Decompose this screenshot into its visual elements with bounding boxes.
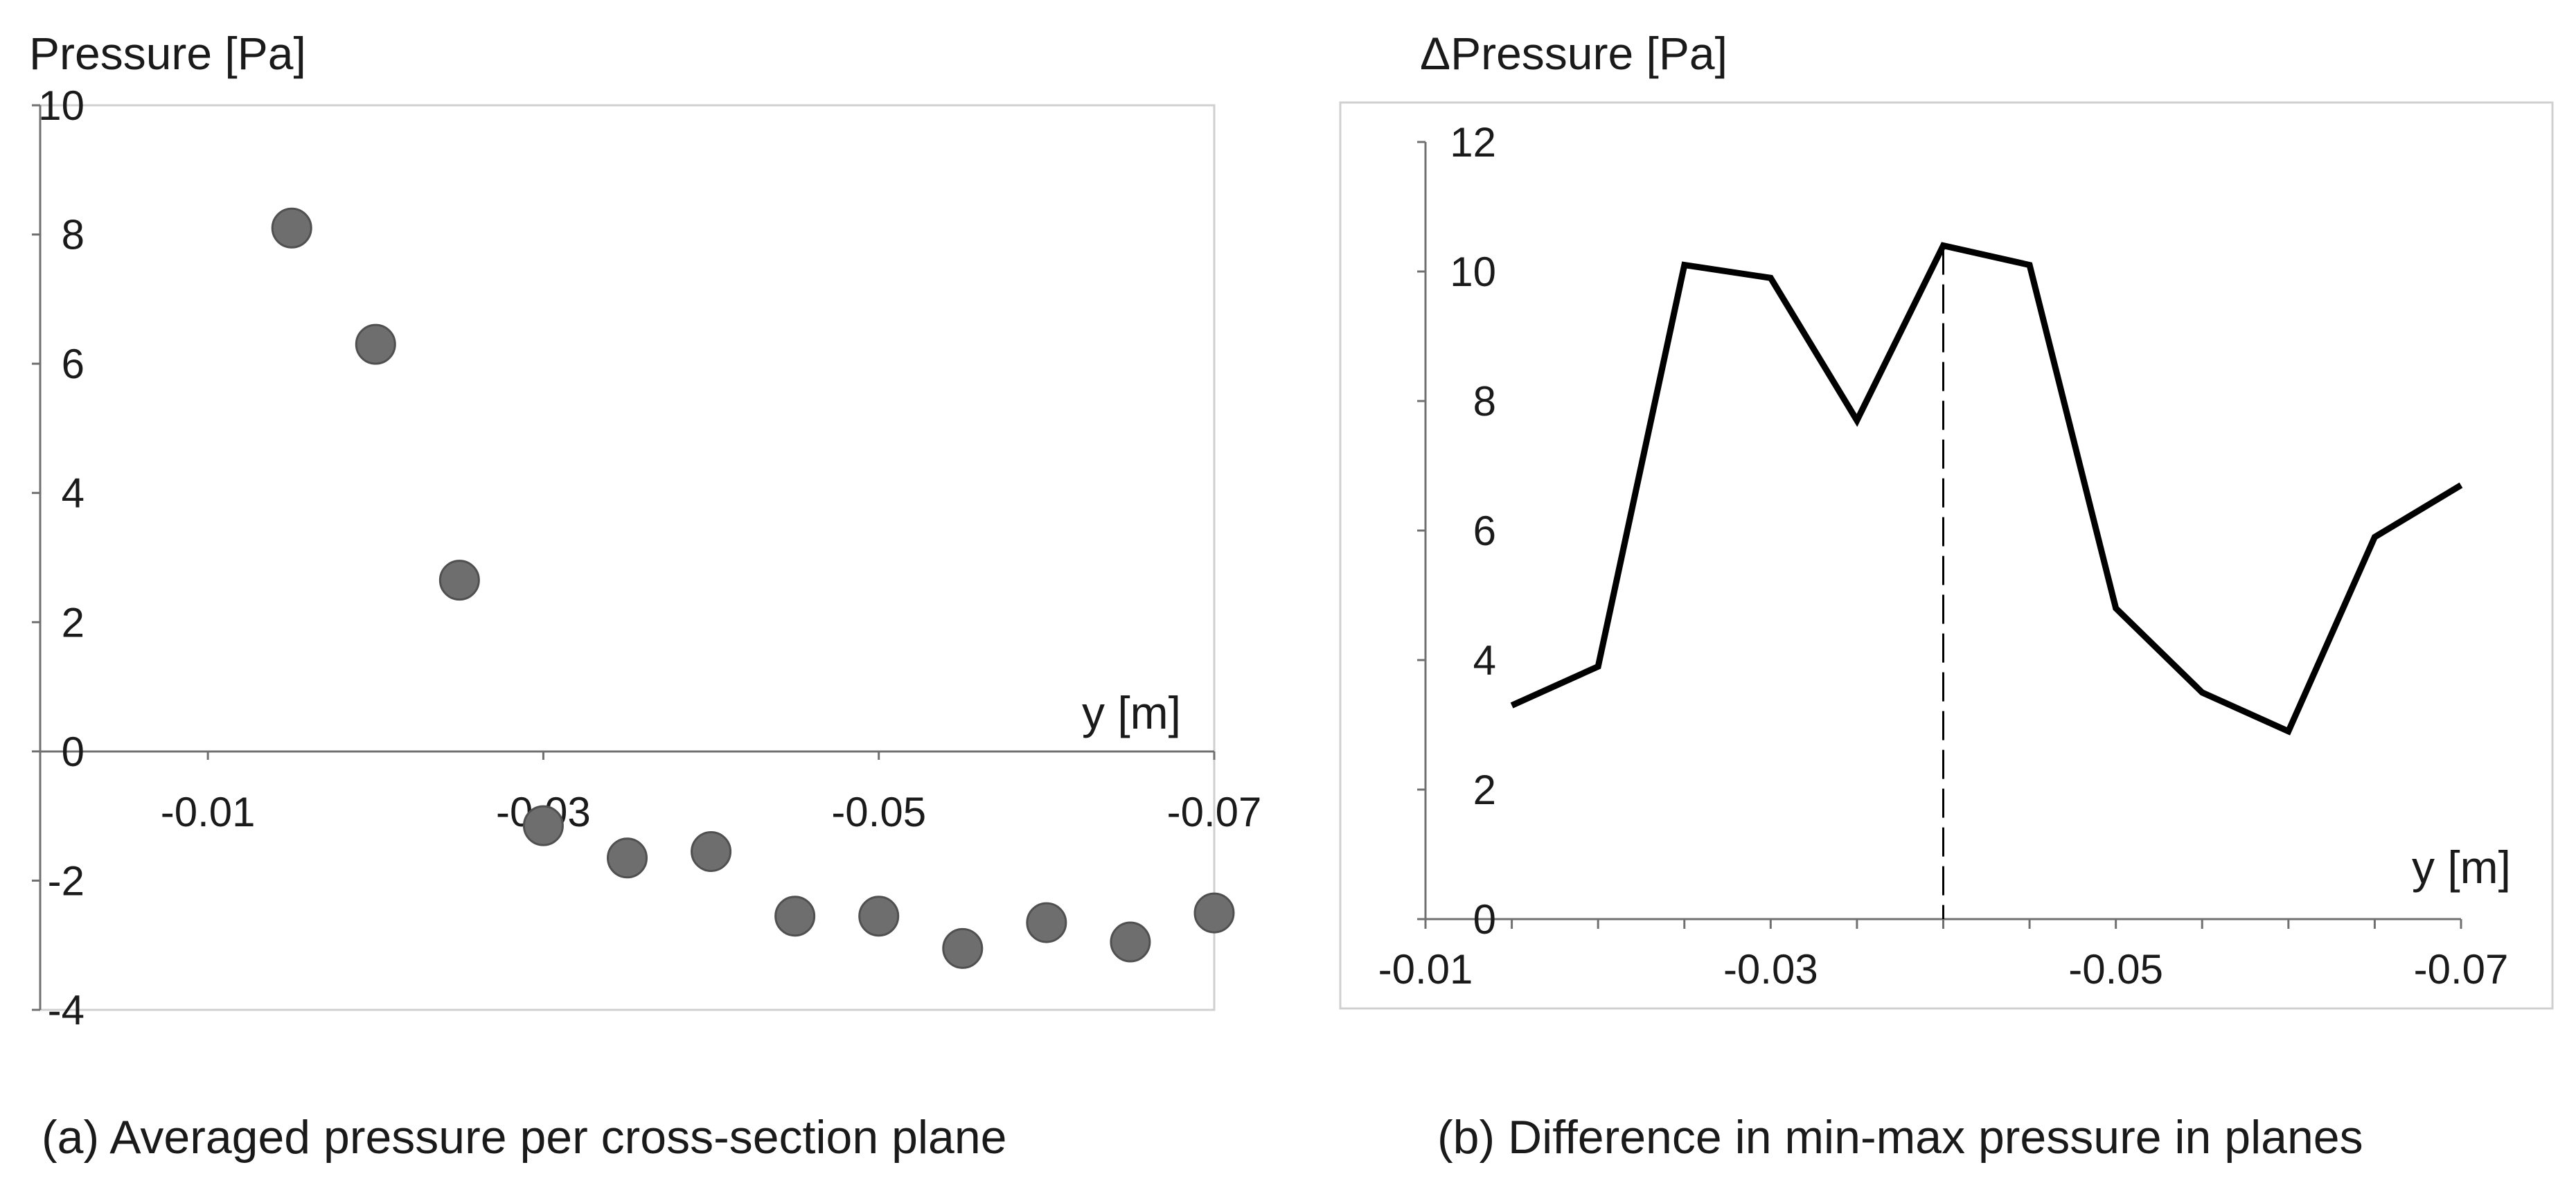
chart-b-x-ticks: -0.01 -0.03 -0.05 -0.07 xyxy=(1378,919,2509,993)
chart-a-point xyxy=(607,837,648,879)
chart-a-point xyxy=(1110,921,1151,963)
chart-b-series-line xyxy=(1510,242,2463,736)
chart-b-y-label: ΔPressure [Pa] xyxy=(1420,28,1727,79)
chart-a-point xyxy=(355,323,396,365)
chart-b: 0 2 4 6 8 10 12 -0.01 -0.03 -0.05 -0.07 ΔPressure… xyxy=(1339,28,2554,1164)
chart-a-y-tick-label: -4 xyxy=(48,987,85,1033)
chart-a-point xyxy=(942,927,984,969)
chart-b-caption: (b) Difference in min-max pressure in pl… xyxy=(1437,1111,2363,1164)
chart-a-x-label: y [m] xyxy=(1082,687,1181,738)
chart-a-x-tick-label: -0.05 xyxy=(831,789,926,835)
chart-b-y-tick-label: 0 xyxy=(1473,896,1496,943)
chart-b-x-tick-label: -0.01 xyxy=(1378,946,1473,993)
chart-b-y-tick-label: 2 xyxy=(1473,767,1496,813)
chart-a-y-ticks: -4 -2 0 2 4 6 8 10 xyxy=(32,82,85,1033)
chart-a-point xyxy=(774,896,816,937)
chart-b-x-label: y [m] xyxy=(2412,842,2511,893)
chart-a-point xyxy=(1193,892,1235,934)
chart-a-y-tick-label: 6 xyxy=(62,341,85,387)
chart-a-caption: (a) Averaged pressure per cross-section … xyxy=(42,1111,1006,1164)
chart-a-point xyxy=(858,896,900,937)
chart-a-y-tick-label: 8 xyxy=(62,212,85,258)
chart-b-x-tick-label: -0.05 xyxy=(2068,946,2163,993)
chart-b-x-tick-label: -0.07 xyxy=(2414,946,2509,993)
chart-a-y-tick-label: 4 xyxy=(62,470,85,517)
chart-a-y-tick-label: 10 xyxy=(38,82,85,129)
chart-a-y-tick-label: 2 xyxy=(62,599,85,646)
chart-b-y-tick-label: 4 xyxy=(1473,637,1496,684)
chart-a-point xyxy=(522,805,564,846)
chart-b-y-tick-label: 10 xyxy=(1450,249,1496,295)
chart-a-x-tick-label: -0.01 xyxy=(161,789,256,835)
chart-a-y-label: Pressure [Pa] xyxy=(29,28,306,79)
chart-a-point xyxy=(1026,902,1067,943)
chart-a-point xyxy=(691,830,732,872)
chart-a-x-ticks: -0.01-0.03-0.05-0.07 xyxy=(161,751,1262,835)
chart-a-x-tick-label: -0.07 xyxy=(1167,789,1262,835)
chart-b-y-tick-label: 8 xyxy=(1473,378,1496,425)
chart-b-y-tick-label: 12 xyxy=(1450,119,1496,166)
chart-a-y-tick-label: 0 xyxy=(62,729,85,775)
chart-a-y-tick-label: -2 xyxy=(48,857,85,904)
chart-b-y-tick-label: 6 xyxy=(1473,508,1496,554)
chart-b-y-ticks: 0 2 4 6 8 10 12 xyxy=(1417,119,1496,943)
chart-a-point xyxy=(271,207,312,249)
chart-a-points xyxy=(271,207,1235,969)
chart-b-frame xyxy=(1339,101,2554,1010)
chart-a-point xyxy=(438,560,480,601)
chart-b-x-tick-label: -0.03 xyxy=(1723,946,1818,993)
